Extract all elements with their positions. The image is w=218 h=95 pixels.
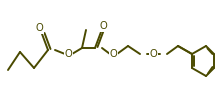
Text: O: O xyxy=(150,49,157,59)
Text: O: O xyxy=(35,23,43,33)
Text: O: O xyxy=(99,21,107,31)
Text: O: O xyxy=(65,49,72,59)
Text: O: O xyxy=(110,49,117,59)
